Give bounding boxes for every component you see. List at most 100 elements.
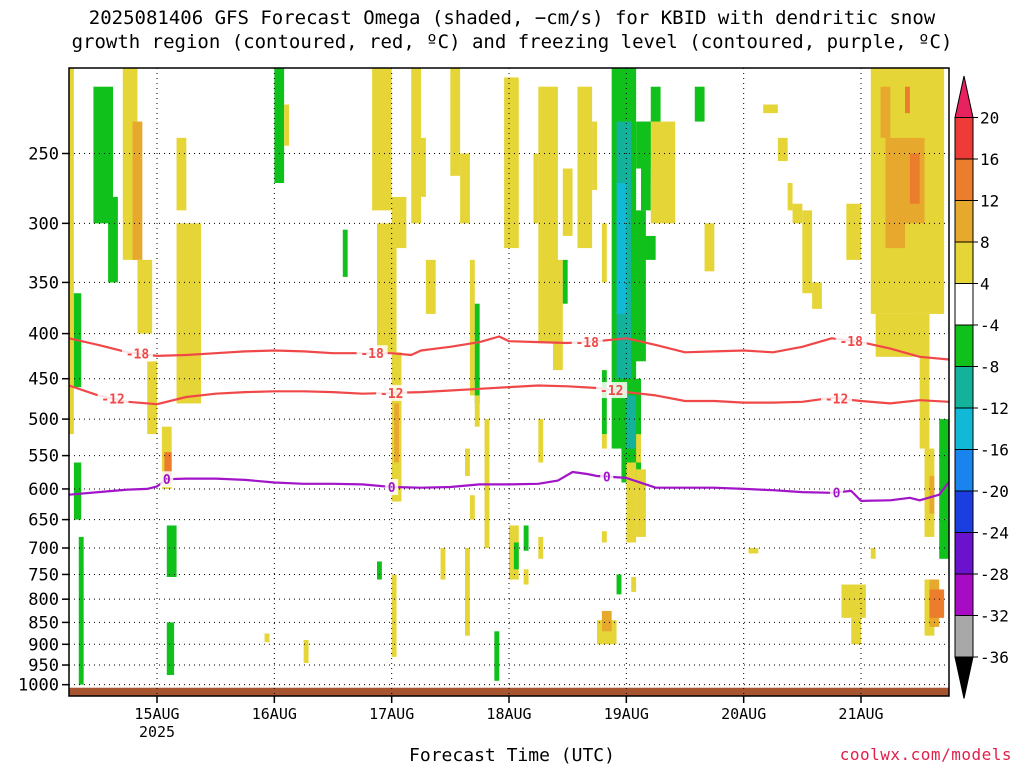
colorbar-bin xyxy=(954,532,974,575)
colorbar-bin xyxy=(954,490,974,533)
x-tick-label: 18AUG xyxy=(486,705,531,723)
colorbar-bin xyxy=(954,283,974,326)
omega-cell xyxy=(851,617,861,645)
omega-cell xyxy=(846,203,861,260)
omega-cell xyxy=(919,313,930,449)
omega-cell xyxy=(626,462,637,543)
colorbar-bin xyxy=(954,158,974,201)
omega-cell xyxy=(641,235,656,260)
omega-cell xyxy=(601,610,612,632)
omega-cell xyxy=(274,68,285,183)
omega-cell xyxy=(885,137,905,249)
colorbar-label: -24 xyxy=(980,524,1009,543)
pressure-axis: 2503003504004505005506006507007508008509… xyxy=(18,144,69,696)
y-tick-label: 1000 xyxy=(18,676,59,696)
colorbar-label: -8 xyxy=(980,358,999,377)
omega-cell xyxy=(939,519,949,559)
contour-label-bg xyxy=(821,390,853,407)
contour-label: 0 xyxy=(388,481,396,496)
colorbar-bin xyxy=(954,200,974,243)
contour-label-bg xyxy=(376,384,408,401)
omega-cell xyxy=(391,196,407,249)
omega-cell xyxy=(147,361,157,435)
contour-label: 0 xyxy=(163,473,171,488)
omega-cell xyxy=(176,137,187,211)
omega-cell xyxy=(636,434,641,463)
colorbar-label: -4 xyxy=(980,316,999,335)
omega-cell xyxy=(577,86,593,249)
omega-cell xyxy=(601,223,607,283)
omega-cell xyxy=(73,462,82,520)
omega-cell xyxy=(132,121,143,260)
omega-cell xyxy=(601,434,607,449)
omega-cell xyxy=(533,153,539,224)
omega-cell xyxy=(108,196,118,283)
omega-cell xyxy=(777,137,788,162)
omega-cell xyxy=(69,68,74,435)
omega-cell xyxy=(905,86,910,114)
colorbar-label: 16 xyxy=(980,150,999,169)
omega-cell xyxy=(553,259,563,371)
colorbar-bin xyxy=(954,117,974,160)
omega-cell xyxy=(616,574,622,595)
omega-cell xyxy=(748,548,759,554)
omega-cell xyxy=(929,589,945,618)
contour-label-bg xyxy=(571,333,603,350)
omega-cell xyxy=(372,68,392,211)
omega-cell xyxy=(465,448,470,476)
contour-labels: -18 -18 -18 -18 -12 -12 -12 -12 0 0 0 0 xyxy=(97,332,867,501)
omega-cell xyxy=(880,86,891,138)
omega-cell xyxy=(601,531,607,543)
omega-cell xyxy=(636,469,646,537)
x-tick-label: 16AUG xyxy=(252,705,297,723)
colorbar-label: -32 xyxy=(980,607,1009,626)
y-tick-label: 600 xyxy=(28,480,59,500)
contour-lines xyxy=(69,335,949,502)
x-tick-label: 20AUG xyxy=(721,705,766,723)
omega-cell xyxy=(694,86,705,122)
y-tick-label: 350 xyxy=(28,273,59,293)
omega-cell xyxy=(763,104,778,114)
colorbar-bin xyxy=(954,366,974,409)
plot-grid xyxy=(69,68,949,696)
terrain-ground xyxy=(69,687,949,696)
contour-label: -12 xyxy=(825,392,848,407)
x-tick-label: 21AUG xyxy=(838,705,883,723)
colorbar-bin xyxy=(954,407,974,450)
colorbar-label: 20 xyxy=(980,109,999,128)
colorbar-label: 4 xyxy=(980,275,990,294)
colorbar-label: -36 xyxy=(980,648,1009,667)
contour-label-bg xyxy=(385,479,399,496)
omega-cell xyxy=(78,536,84,685)
omega-cell xyxy=(391,574,397,657)
omega-cell xyxy=(523,569,529,585)
ground-strip xyxy=(69,687,949,696)
omega-cell xyxy=(469,495,475,520)
omega-cell xyxy=(284,104,289,146)
contour-label-bg xyxy=(121,345,153,362)
omega-cell xyxy=(394,403,399,463)
y-tick-label: 550 xyxy=(28,447,59,467)
omega-cell xyxy=(592,121,597,191)
contour-label: -18 xyxy=(126,347,150,362)
y-tick-label: 800 xyxy=(28,590,59,610)
x-tick-label: 19AUG xyxy=(604,705,649,723)
y-tick-label: 700 xyxy=(28,539,59,559)
omega-cell xyxy=(176,223,201,404)
omega-cell xyxy=(513,542,519,570)
omega-cell xyxy=(93,86,113,224)
omega-cell xyxy=(616,182,627,314)
contour-label: -12 xyxy=(600,384,623,399)
contour-dendritic-line xyxy=(69,335,949,361)
colorbar-label: 12 xyxy=(980,192,999,211)
omega-cell xyxy=(792,203,803,224)
y-tick-label: 400 xyxy=(28,325,59,345)
omega-cell xyxy=(474,303,480,404)
contour-label: -18 xyxy=(839,335,863,350)
omega-cell xyxy=(166,525,177,577)
y-tick-label: 300 xyxy=(28,214,59,234)
colorbar-label: -20 xyxy=(980,482,1009,501)
contour-label: -12 xyxy=(101,393,124,408)
